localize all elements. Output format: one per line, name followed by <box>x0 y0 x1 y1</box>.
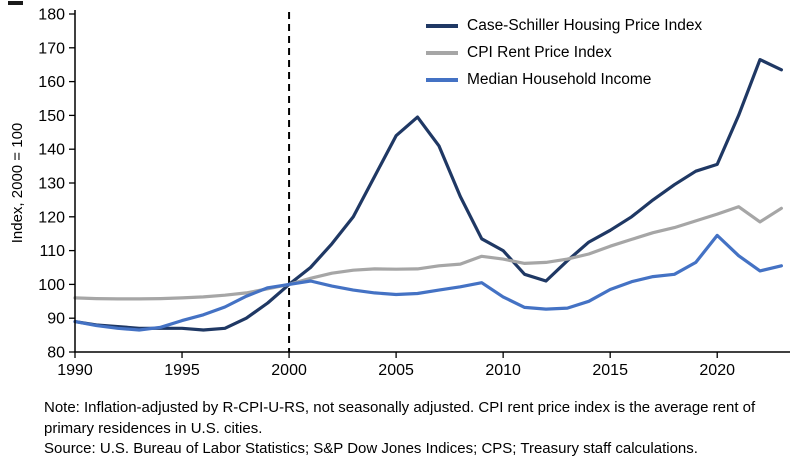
svg-text:130: 130 <box>38 176 65 193</box>
legend-label-cpi-rent: CPI Rent Price Index <box>467 43 612 61</box>
svg-text:80: 80 <box>47 345 65 362</box>
legend-swatch-median-income <box>426 77 458 82</box>
svg-text:90: 90 <box>47 311 65 328</box>
svg-text:110: 110 <box>39 243 65 260</box>
svg-text:160: 160 <box>38 74 65 91</box>
svg-text:2005: 2005 <box>378 362 414 379</box>
footnotes: Note: Inflation-adjusted by R-CPI-U-RS, … <box>44 398 772 460</box>
svg-text:2010: 2010 <box>485 362 521 379</box>
legend: Case-Schiller Housing Price Index CPI Re… <box>426 14 702 91</box>
svg-text:1995: 1995 <box>164 362 200 379</box>
legend-label-median-income: Median Household Income <box>467 70 652 88</box>
svg-text:100: 100 <box>38 277 65 294</box>
chart-svg: 80 90 100 110 120 130 140 150 160 170 180 1990 1995 2… <box>9 7 790 379</box>
legend-label-case-shiller: Case-Schiller Housing Price Index <box>467 16 703 34</box>
svg-text:2020: 2020 <box>699 362 735 379</box>
legend-item-cpi-rent: CPI Rent Price Index <box>426 41 702 64</box>
legend-swatch-cpi-rent <box>426 50 458 55</box>
crop-artifact-dash <box>8 1 23 5</box>
svg-text:1990: 1990 <box>57 362 93 379</box>
svg-text:2015: 2015 <box>592 362 628 379</box>
line-chart: 80 90 100 110 120 130 140 150 160 170 180 1990 1995 2… <box>9 7 790 379</box>
svg-text:140: 140 <box>38 142 65 159</box>
svg-text:150: 150 <box>38 108 65 125</box>
svg-text:180: 180 <box>38 7 65 24</box>
svg-text:120: 120 <box>38 209 65 226</box>
legend-item-case-shiller: Case-Schiller Housing Price Index <box>426 14 702 37</box>
svg-text:2000: 2000 <box>271 362 307 379</box>
source-text: Source: U.S. Bureau of Labor Statistics;… <box>44 440 698 458</box>
note-text: Note: Inflation-adjusted by R-CPI-U-RS, … <box>44 399 756 437</box>
svg-text:Index, 2000 = 100: Index, 2000 = 100 <box>9 123 26 244</box>
legend-item-median-income: Median Household Income <box>426 68 702 91</box>
legend-swatch-case-shiller <box>426 23 458 28</box>
svg-text:170: 170 <box>38 40 65 57</box>
